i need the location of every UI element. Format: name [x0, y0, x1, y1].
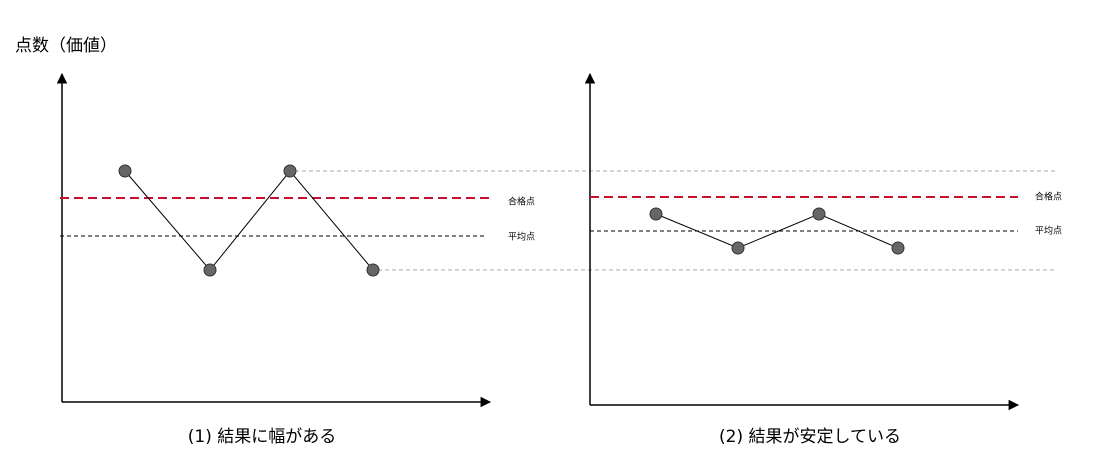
- result-point: [366, 263, 380, 277]
- panel-2: 合格点 平均点 (2) 結果が安定している: [584, 72, 1062, 447]
- average-label: 平均点: [1035, 225, 1062, 237]
- result-point: [649, 207, 663, 221]
- result-line: [655, 213, 899, 249]
- result-point: [118, 164, 132, 178]
- caption: (1) 結果に幅がある: [188, 427, 336, 447]
- pass-label: 合格点: [508, 196, 535, 208]
- average-label: 平均点: [508, 231, 535, 243]
- pass-label: 合格点: [1035, 191, 1062, 203]
- result-point: [812, 207, 826, 221]
- result-line: [124, 170, 374, 271]
- result-point: [283, 164, 297, 178]
- caption: (2) 結果が安定している: [719, 427, 901, 447]
- result-point: [731, 241, 745, 255]
- panel-1: 合格点 平均点 (1) 結果に幅がある: [56, 72, 535, 447]
- result-point: [891, 241, 905, 255]
- result-point: [203, 263, 217, 277]
- y-axis-label: 点数（価値）: [15, 36, 117, 56]
